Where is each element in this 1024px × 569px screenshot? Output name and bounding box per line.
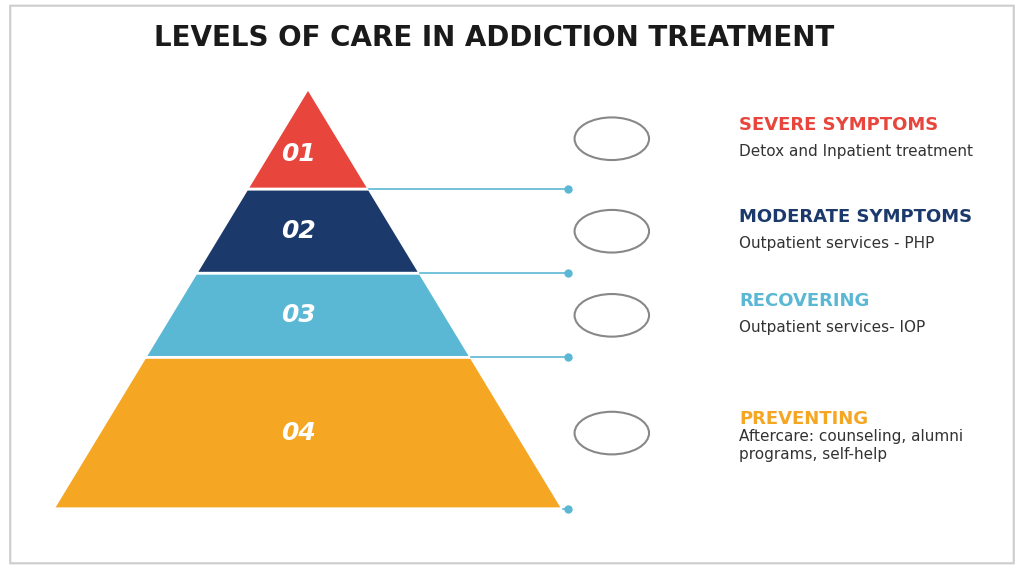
Text: Aftercare: counseling, alumni
programs, self-help: Aftercare: counseling, alumni programs, … (739, 429, 964, 461)
Text: 03: 03 (281, 303, 315, 327)
Polygon shape (53, 357, 563, 509)
Text: MODERATE SYMPTOMS: MODERATE SYMPTOMS (739, 208, 973, 226)
Text: 01: 01 (281, 142, 315, 166)
Text: Detox and Inpatient treatment: Detox and Inpatient treatment (739, 143, 973, 159)
Text: Outpatient services- IOP: Outpatient services- IOP (739, 320, 926, 335)
Text: PREVENTING: PREVENTING (739, 410, 868, 428)
Polygon shape (247, 88, 369, 189)
Text: RECOVERING: RECOVERING (739, 292, 869, 310)
Polygon shape (196, 189, 420, 273)
Text: LEVELS OF CARE IN ADDICTION TREATMENT: LEVELS OF CARE IN ADDICTION TREATMENT (154, 24, 835, 52)
Text: Outpatient services - PHP: Outpatient services - PHP (739, 236, 935, 251)
Text: SEVERE SYMPTOMS: SEVERE SYMPTOMS (739, 116, 938, 134)
Text: 02: 02 (281, 219, 315, 243)
Polygon shape (145, 273, 471, 357)
Text: 04: 04 (281, 421, 315, 445)
